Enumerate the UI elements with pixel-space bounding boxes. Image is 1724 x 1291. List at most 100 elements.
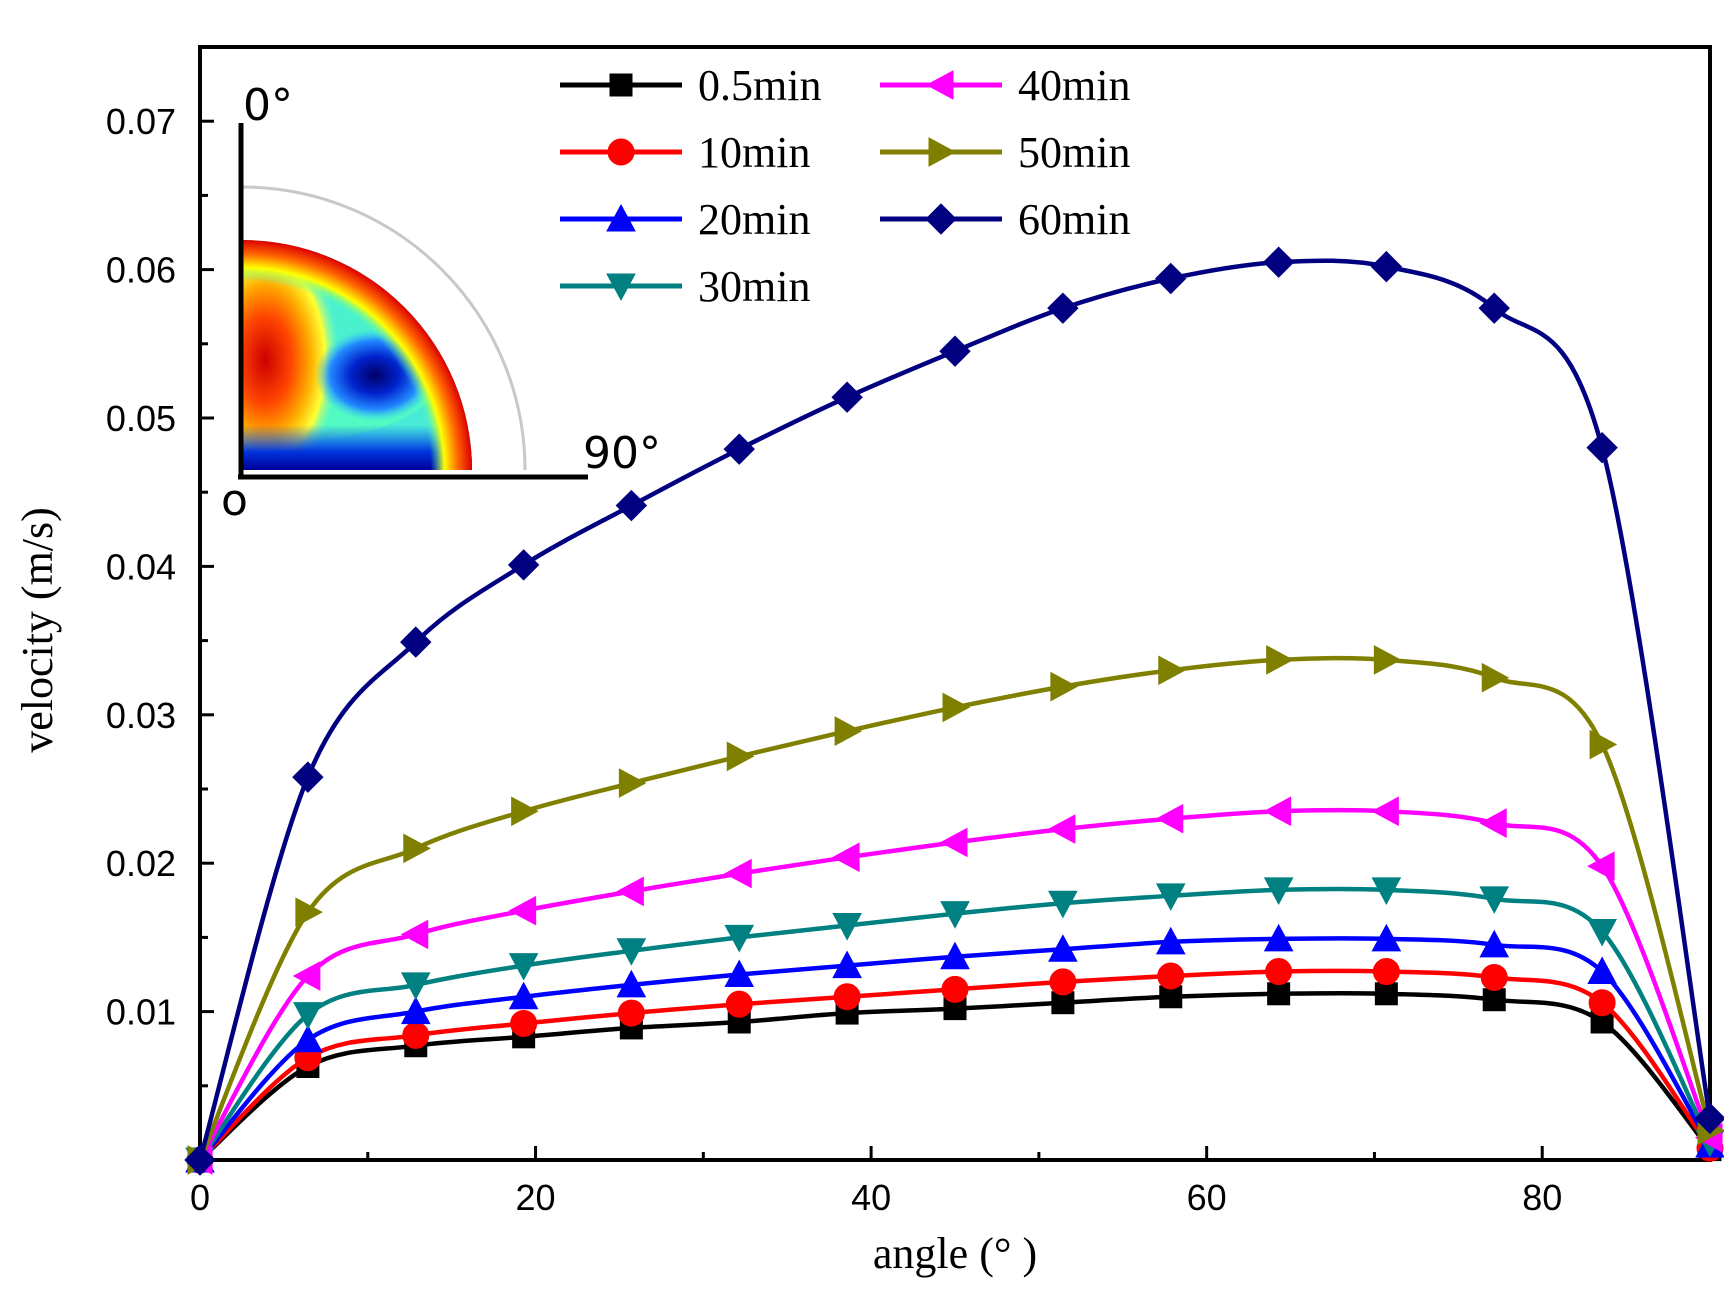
inset-outer-arc bbox=[241, 185, 527, 471]
y-tick-label: 0.03 bbox=[106, 695, 176, 736]
data-point bbox=[1480, 963, 1508, 991]
legend-marker bbox=[606, 273, 636, 302]
legend-entry: 50min bbox=[880, 128, 1130, 177]
x-tick-label: 20 bbox=[516, 1177, 556, 1218]
legend-entry: 40min bbox=[880, 61, 1130, 110]
data-point bbox=[1587, 956, 1617, 985]
data-point bbox=[940, 941, 970, 970]
data-point bbox=[1263, 923, 1294, 952]
x-tick-label: 60 bbox=[1187, 1177, 1227, 1218]
data-point bbox=[293, 1024, 323, 1053]
legend-label: 0.5min bbox=[698, 61, 821, 110]
legend-label: 20min bbox=[698, 195, 810, 244]
data-point bbox=[293, 1002, 323, 1030]
y-tick-label: 0.04 bbox=[106, 546, 176, 587]
x-tick-label: 0 bbox=[190, 1177, 210, 1218]
data-point bbox=[1589, 729, 1618, 760]
data-point bbox=[940, 901, 970, 929]
y-axis-ticks bbox=[200, 45, 214, 1162]
data-point bbox=[724, 924, 755, 953]
y-axis-tick-labels: 0.01 0.02 0.03 0.04 0.05 0.06 0.07 bbox=[106, 101, 176, 1032]
data-point bbox=[1479, 929, 1510, 958]
data-point bbox=[1047, 292, 1079, 324]
series-layer bbox=[184, 246, 1724, 1176]
y-tick-label: 0.05 bbox=[106, 398, 176, 439]
data-point bbox=[616, 969, 647, 998]
data-point bbox=[1586, 431, 1618, 464]
data-point bbox=[726, 741, 755, 772]
data-point bbox=[508, 953, 539, 981]
data-point bbox=[832, 913, 862, 941]
plot-frame bbox=[198, 45, 1712, 1162]
data-point bbox=[616, 938, 647, 966]
data-point bbox=[1265, 958, 1293, 986]
data-point bbox=[508, 895, 537, 926]
data-point bbox=[1374, 982, 1398, 1006]
y-tick-label: 0.02 bbox=[106, 843, 176, 884]
data-point bbox=[1481, 662, 1510, 693]
x-axis-title: angle (° ) bbox=[873, 1229, 1037, 1278]
data-point bbox=[1049, 968, 1077, 996]
data-point bbox=[295, 897, 323, 928]
y-tick-label: 0.01 bbox=[106, 992, 176, 1033]
series-60min bbox=[184, 246, 1724, 1176]
data-point bbox=[939, 335, 971, 367]
data-point bbox=[400, 919, 429, 950]
data-point bbox=[723, 433, 755, 465]
inset-label-0-deg: 0° bbox=[243, 80, 293, 131]
inset-heatmap: 0° 90° o bbox=[221, 80, 661, 526]
data-point bbox=[510, 1009, 538, 1037]
legend-label: 30min bbox=[698, 262, 810, 311]
legend-entry: 20min bbox=[560, 195, 810, 244]
data-point bbox=[1155, 883, 1186, 911]
data-point bbox=[507, 549, 540, 581]
data-point bbox=[1478, 292, 1510, 324]
data-point bbox=[1263, 796, 1292, 827]
data-point bbox=[1155, 926, 1186, 955]
data-point bbox=[617, 999, 645, 1027]
data-point bbox=[1155, 262, 1187, 295]
data-point bbox=[939, 827, 968, 858]
data-point bbox=[1587, 918, 1617, 947]
legend-label: 50min bbox=[1018, 128, 1130, 177]
data-point bbox=[833, 983, 861, 1011]
data-point bbox=[400, 996, 431, 1025]
legend-label: 60min bbox=[1018, 195, 1130, 244]
data-point bbox=[511, 796, 539, 827]
data-point bbox=[1482, 988, 1506, 1012]
legend-marker bbox=[609, 73, 633, 97]
data-point bbox=[724, 858, 752, 889]
legend-marker bbox=[928, 137, 957, 167]
data-point bbox=[1047, 814, 1076, 844]
data-point bbox=[1372, 958, 1400, 986]
inset-label-90-deg: 90° bbox=[583, 428, 661, 479]
x-axis-tick-labels: 0 20 40 60 80 bbox=[190, 1177, 1562, 1218]
data-point bbox=[1262, 246, 1295, 278]
data-point bbox=[403, 833, 431, 864]
x-axis-ticks bbox=[198, 1146, 1712, 1160]
legend-marker bbox=[607, 138, 635, 166]
data-point bbox=[1050, 671, 1078, 702]
data-point bbox=[292, 961, 321, 991]
inset-label-origin: o bbox=[221, 475, 248, 526]
legend: 0.5min 10min 20min 30min 40min 50min 60min bbox=[560, 61, 1130, 311]
data-point bbox=[724, 959, 755, 987]
data-point bbox=[1266, 645, 1294, 675]
legend-marker bbox=[925, 70, 954, 100]
legend-label: 10min bbox=[698, 128, 810, 177]
data-point bbox=[1587, 851, 1615, 882]
series-30min bbox=[185, 877, 1724, 1176]
data-point bbox=[1155, 803, 1184, 834]
data-point bbox=[1048, 890, 1078, 919]
legend-entry: 30min bbox=[560, 262, 810, 311]
data-point bbox=[1371, 877, 1402, 905]
data-point bbox=[1371, 923, 1402, 952]
data-point bbox=[292, 761, 324, 793]
data-point bbox=[1048, 934, 1078, 962]
data-point bbox=[725, 990, 753, 1018]
data-point bbox=[1157, 962, 1185, 990]
data-point bbox=[184, 1144, 216, 1176]
data-point bbox=[942, 692, 971, 723]
data-point bbox=[618, 768, 647, 798]
